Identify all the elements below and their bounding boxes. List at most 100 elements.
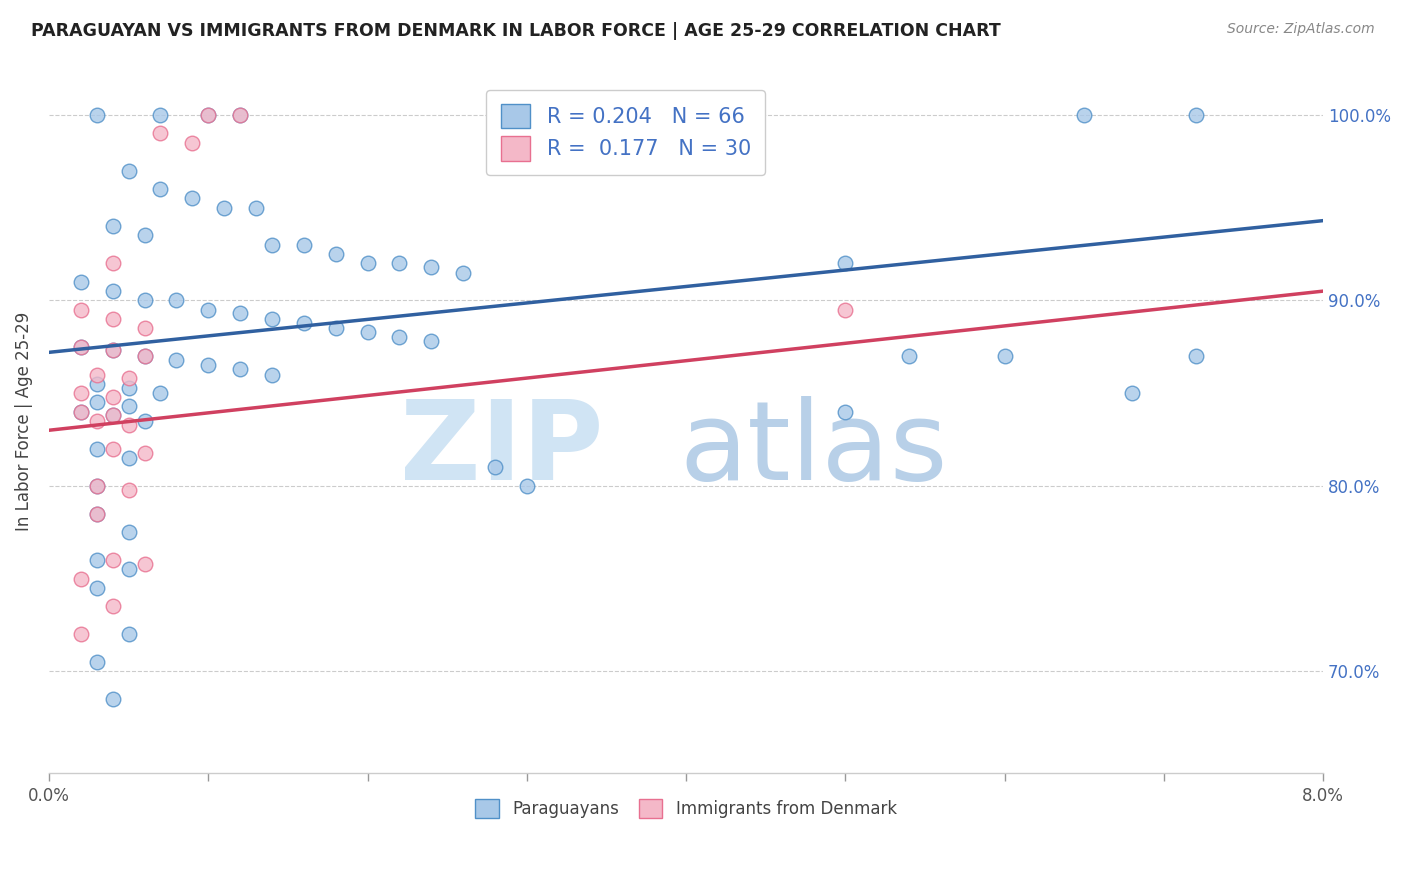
Point xyxy=(86,581,108,595)
Point xyxy=(484,460,506,475)
Text: PARAGUAYAN VS IMMIGRANTS FROM DENMARK IN LABOR FORCE | AGE 25-29 CORRELATION CHA: PARAGUAYAN VS IMMIGRANTS FROM DENMARK IN… xyxy=(31,22,1001,40)
Point xyxy=(134,228,156,243)
Point xyxy=(229,362,252,376)
Point xyxy=(292,316,315,330)
Point xyxy=(117,627,139,641)
Point xyxy=(197,108,219,122)
Point xyxy=(69,386,91,401)
Point xyxy=(134,321,156,335)
Point xyxy=(229,108,252,122)
Point xyxy=(69,275,91,289)
Point xyxy=(134,349,156,363)
Legend: Paraguayans, Immigrants from Denmark: Paraguayans, Immigrants from Denmark xyxy=(468,792,904,825)
Point xyxy=(101,390,124,404)
Point xyxy=(1184,108,1206,122)
Point xyxy=(149,127,172,141)
Point xyxy=(101,553,124,567)
Point xyxy=(260,237,283,252)
Point xyxy=(212,201,235,215)
Point xyxy=(101,284,124,298)
Point xyxy=(292,237,315,252)
Point xyxy=(86,479,108,493)
Point xyxy=(86,414,108,428)
Point xyxy=(117,451,139,466)
Point xyxy=(325,247,347,261)
Point xyxy=(117,525,139,540)
Point xyxy=(117,417,139,432)
Point xyxy=(197,108,219,122)
Point xyxy=(197,302,219,317)
Point xyxy=(69,405,91,419)
Point xyxy=(834,405,856,419)
Point xyxy=(1184,349,1206,363)
Point xyxy=(994,349,1017,363)
Text: ZIP: ZIP xyxy=(399,396,603,503)
Point xyxy=(101,256,124,270)
Point xyxy=(86,553,108,567)
Point xyxy=(134,445,156,459)
Point xyxy=(356,256,378,270)
Point xyxy=(134,414,156,428)
Point xyxy=(516,479,538,493)
Point xyxy=(245,201,267,215)
Point xyxy=(197,359,219,373)
Point xyxy=(86,376,108,391)
Point xyxy=(1121,386,1143,401)
Point xyxy=(117,381,139,395)
Point xyxy=(898,349,921,363)
Point xyxy=(86,395,108,409)
Point xyxy=(101,343,124,358)
Point xyxy=(69,405,91,419)
Point xyxy=(1073,108,1095,122)
Point xyxy=(165,352,187,367)
Point xyxy=(229,108,252,122)
Point xyxy=(117,562,139,576)
Point xyxy=(388,330,411,344)
Point xyxy=(165,293,187,308)
Point xyxy=(134,557,156,571)
Point xyxy=(86,655,108,669)
Point xyxy=(834,302,856,317)
Point xyxy=(181,191,204,205)
Point xyxy=(86,108,108,122)
Point xyxy=(229,306,252,320)
Point xyxy=(101,219,124,234)
Point xyxy=(117,163,139,178)
Point xyxy=(388,256,411,270)
Point xyxy=(117,371,139,385)
Point xyxy=(356,325,378,339)
Point xyxy=(101,599,124,614)
Point xyxy=(86,507,108,521)
Point xyxy=(451,266,474,280)
Point xyxy=(134,349,156,363)
Point xyxy=(149,108,172,122)
Point xyxy=(260,312,283,326)
Point xyxy=(69,340,91,354)
Point xyxy=(134,293,156,308)
Point xyxy=(101,312,124,326)
Text: Source: ZipAtlas.com: Source: ZipAtlas.com xyxy=(1227,22,1375,37)
Point xyxy=(834,256,856,270)
Point xyxy=(101,409,124,423)
Point xyxy=(86,507,108,521)
Point xyxy=(69,572,91,586)
Point xyxy=(86,368,108,382)
Point xyxy=(101,442,124,456)
Point xyxy=(69,302,91,317)
Point xyxy=(325,321,347,335)
Point xyxy=(260,368,283,382)
Point xyxy=(117,483,139,497)
Point xyxy=(86,442,108,456)
Point xyxy=(101,343,124,358)
Point xyxy=(420,260,443,274)
Point xyxy=(181,136,204,150)
Text: atlas: atlas xyxy=(679,396,948,503)
Point xyxy=(101,409,124,423)
Point xyxy=(117,399,139,413)
Point xyxy=(69,340,91,354)
Point xyxy=(149,182,172,196)
Y-axis label: In Labor Force | Age 25-29: In Labor Force | Age 25-29 xyxy=(15,311,32,531)
Point xyxy=(69,627,91,641)
Point xyxy=(86,479,108,493)
Point xyxy=(149,386,172,401)
